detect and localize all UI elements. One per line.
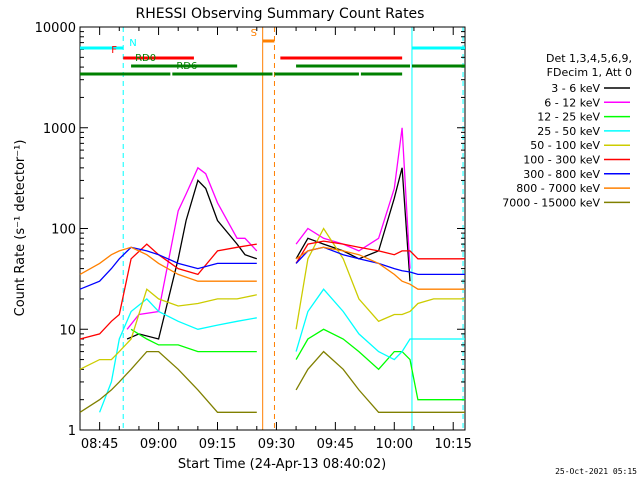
series-line-7 xyxy=(79,246,257,282)
series-line-6 xyxy=(79,246,257,290)
x-tick-label: 10:00 xyxy=(376,437,413,452)
x-axis-label: Start Time (24-Apr-13 08:40:02) xyxy=(178,457,386,472)
series-line-3 xyxy=(295,288,465,361)
y-tick-label: 1000 xyxy=(43,122,76,137)
legend-entry-label: 300 - 800 keV xyxy=(523,168,600,181)
x-tick-label: 09:00 xyxy=(140,437,177,452)
flag-label-s: S xyxy=(251,28,257,39)
series-line-5 xyxy=(295,240,465,264)
flag-label-n: N xyxy=(129,38,136,49)
y-tick-label: 10000 xyxy=(35,21,76,36)
series-line-8 xyxy=(295,350,465,413)
series-line-2 xyxy=(295,328,465,401)
plot-area xyxy=(79,27,464,430)
series-line-1 xyxy=(295,127,411,269)
series-line-7 xyxy=(295,246,465,290)
y-tick-label: 100 xyxy=(51,223,76,238)
y-tick-label: 10 xyxy=(59,323,76,338)
y-axis-label: Count Rate (s⁻¹ detector⁻¹) xyxy=(13,140,28,317)
legend-header-line: Det 1,3,4,5,6,9, xyxy=(546,52,632,65)
x-tick-label: 09:30 xyxy=(258,437,295,452)
timestamp: 25-Oct-2021 05:15 xyxy=(555,467,637,476)
chart-title: RHESSI Observing Summary Count Rates xyxy=(136,6,425,22)
legend: Det 1,3,4,5,6,9,FDecim 1, Att 0 3 - 6 keV… xyxy=(502,52,632,209)
series-line-0 xyxy=(295,167,411,282)
legend-entry-label: 3 - 6 keV xyxy=(551,82,600,95)
y-tick-label: 1 xyxy=(68,424,76,439)
legend-entry-label: 50 - 100 keV xyxy=(530,139,600,152)
series-line-5 xyxy=(79,243,257,340)
flag-label-rd6: RD6 xyxy=(176,61,197,72)
legend-entry-label: 800 - 7000 keV xyxy=(516,182,600,195)
series-line-4 xyxy=(295,227,465,330)
legend-entry-label: 100 - 300 keV xyxy=(523,154,600,167)
series-line-4 xyxy=(79,288,257,370)
axes: 1 10 100 1000 10000 08:45 09:00 09:15 09:30 09:45… xyxy=(35,21,472,452)
series-line-8 xyxy=(79,350,257,413)
series-line-2 xyxy=(130,328,257,353)
flag-label-f: F xyxy=(111,45,117,56)
legend-entry-label: 7000 - 15000 keV xyxy=(502,196,600,209)
legend-header-line: FDecim 1, Att 0 xyxy=(547,66,632,79)
legend-entry-label: 25 - 50 keV xyxy=(537,125,600,138)
series-line-3 xyxy=(98,298,257,413)
x-tick-label: 09:45 xyxy=(317,437,354,452)
x-tick-label: 08:45 xyxy=(81,437,118,452)
series-line-0 xyxy=(126,179,258,340)
flag-bars: N F S RD0 RD6 xyxy=(80,28,465,76)
x-tick-label: 10:15 xyxy=(434,437,471,452)
series-lines xyxy=(79,127,465,413)
flag-label-rd0: RD0 xyxy=(135,53,156,64)
legend-entry-label: 6 - 12 keV xyxy=(544,96,600,109)
series-line-1 xyxy=(126,166,258,330)
legend-entry-label: 12 - 25 keV xyxy=(537,111,600,124)
x-tick-label: 09:15 xyxy=(199,437,236,452)
